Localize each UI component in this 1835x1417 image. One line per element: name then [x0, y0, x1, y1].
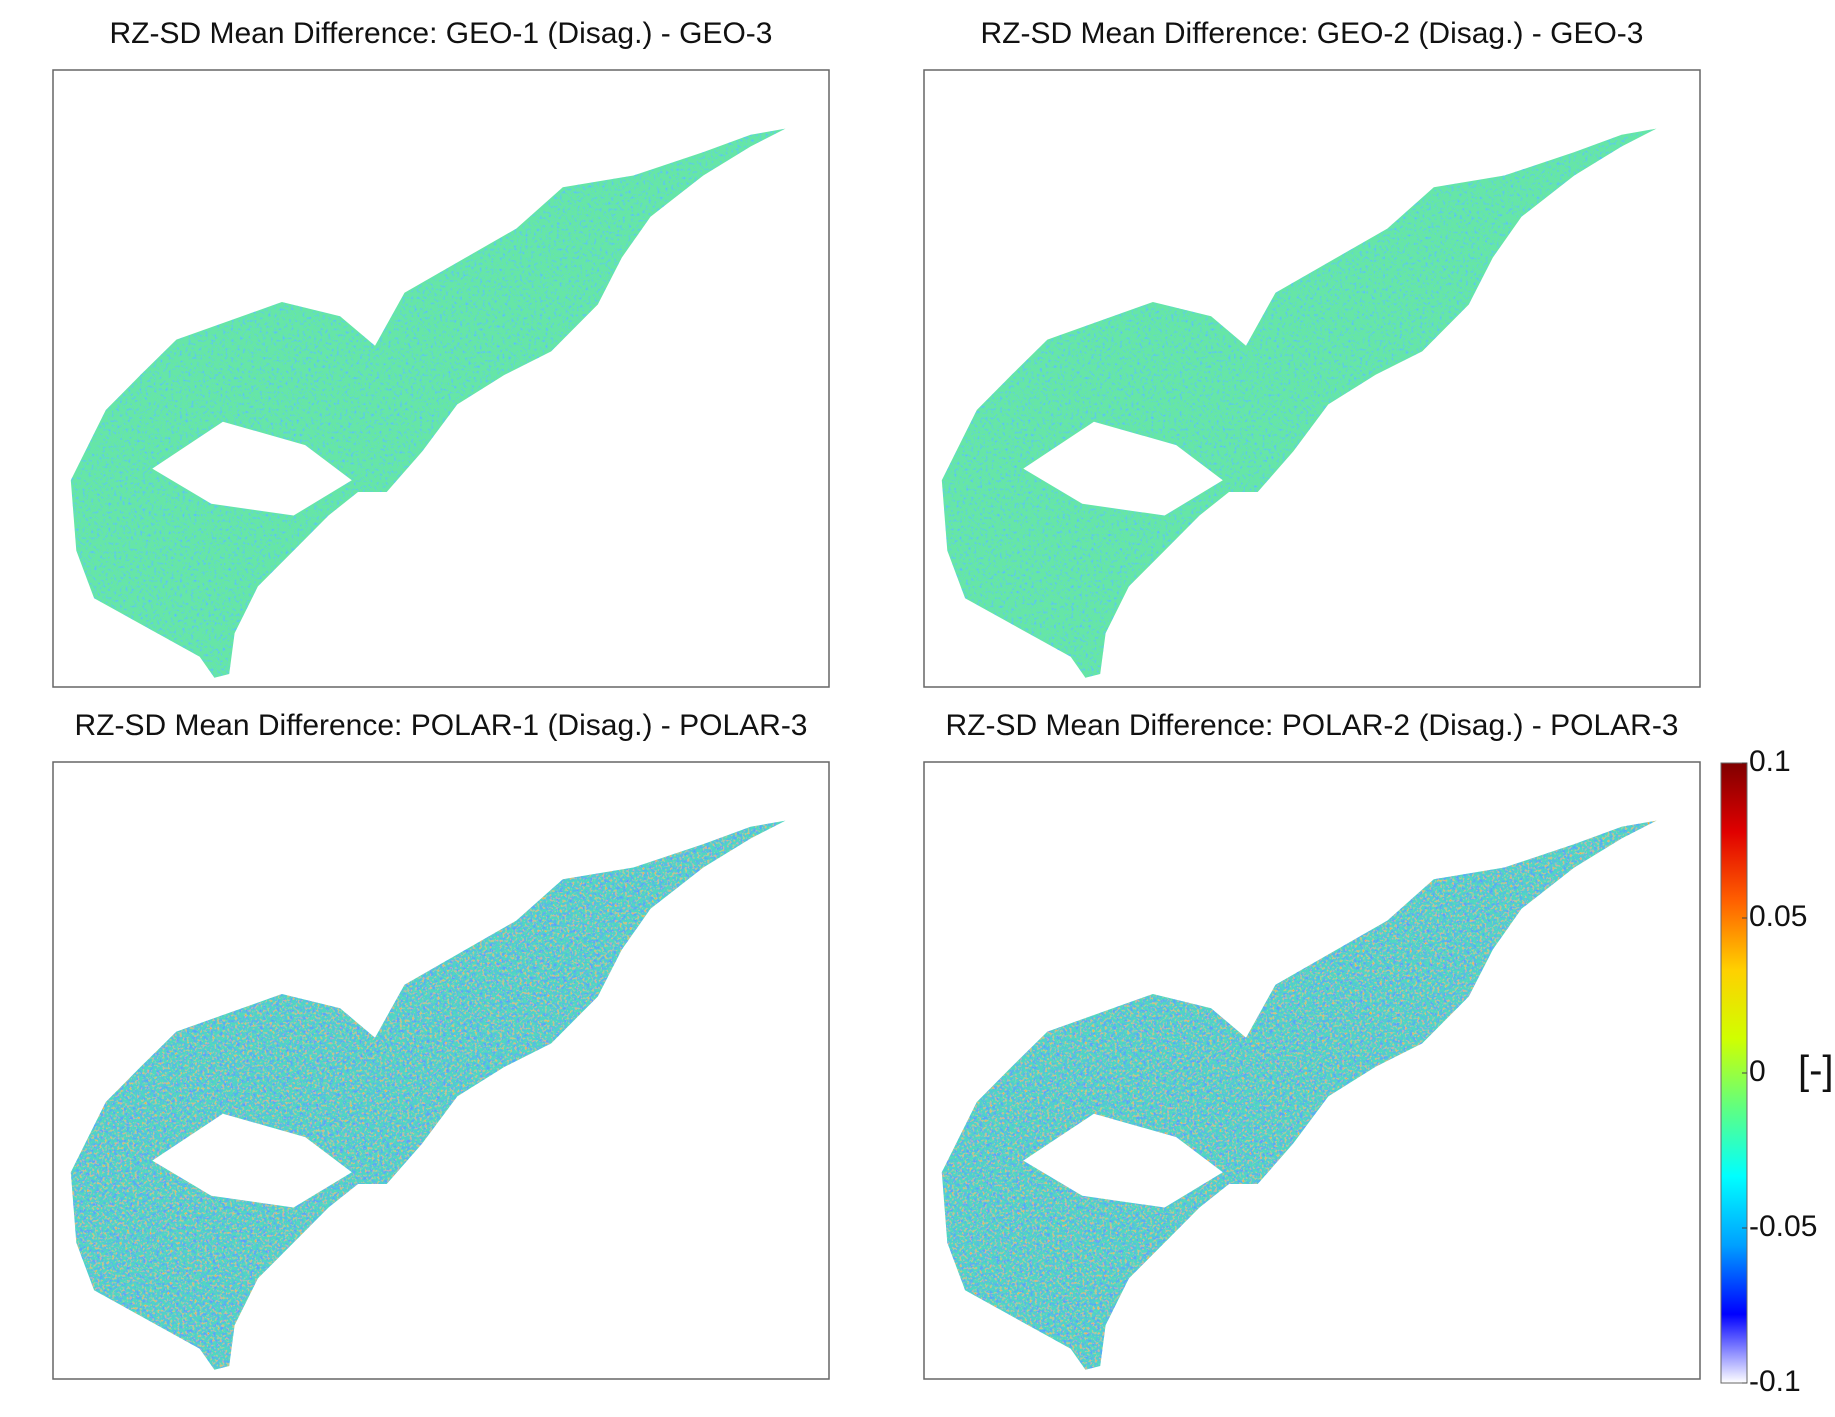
no-data-gap — [1023, 1113, 1223, 1208]
basin-area — [70, 820, 786, 1370]
colorbar-tick-label: 0.05 — [1749, 900, 1807, 933]
basin-area — [941, 820, 1657, 1370]
colorbar-tick-label: -0.05 — [1749, 1210, 1817, 1243]
map-panel: RZ-SD Mean Difference: GEO-2 (Disag.) - … — [923, 17, 1701, 688]
colorbar-tick-label: -0.1 — [1749, 1365, 1801, 1398]
map-panel: RZ-SD Mean Difference: POLAR-1 (Disag.) … — [52, 709, 830, 1380]
panel-title: RZ-SD Mean Difference: GEO-2 (Disag.) - … — [981, 17, 1644, 50]
map-panel: RZ-SD Mean Difference: POLAR-2 (Disag.) … — [923, 709, 1701, 1380]
basin-area — [70, 128, 786, 678]
panel-title: RZ-SD Mean Difference: POLAR-1 (Disag.) … — [75, 709, 808, 742]
colorbar-unit: [-] — [1798, 1049, 1834, 1093]
colorbar-tick-label: 0 — [1749, 1055, 1766, 1088]
panel-title: RZ-SD Mean Difference: GEO-1 (Disag.) - … — [110, 17, 773, 50]
no-data-gap — [152, 1113, 352, 1208]
panel-title: RZ-SD Mean Difference: POLAR-2 (Disag.) … — [946, 709, 1679, 742]
map-panel: RZ-SD Mean Difference: GEO-1 (Disag.) - … — [52, 17, 830, 688]
no-data-gap — [152, 421, 352, 516]
colorbar-tick-label: 0.1 — [1749, 745, 1791, 778]
basin-area — [941, 128, 1657, 678]
no-data-gap — [1023, 421, 1223, 516]
